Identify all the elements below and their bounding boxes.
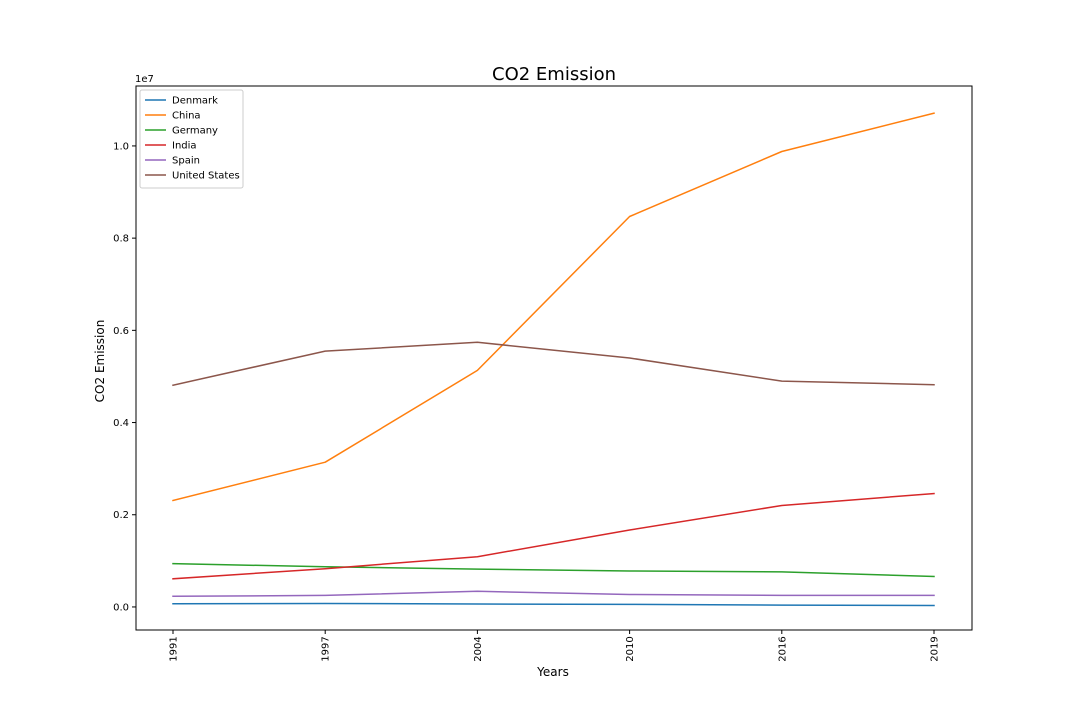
y-tick-label: 0.4 <box>113 418 129 429</box>
series-line-denmark <box>172 602 935 607</box>
legend-label: Denmark <box>172 96 218 107</box>
plot-frame <box>135 85 973 631</box>
legend-label: China <box>172 111 201 122</box>
series-line-germany <box>172 562 935 578</box>
y-tick-label: 0.8 <box>113 234 129 245</box>
x-tick-label: 2016 <box>777 636 788 661</box>
x-tick-label: 1997 <box>321 636 332 661</box>
legend-label: United States <box>172 171 240 182</box>
series-line-spain <box>172 590 935 598</box>
y-tick-label: 0.2 <box>113 510 129 521</box>
y-tick-label: 1.0 <box>113 141 129 152</box>
x-tick-label: 2004 <box>473 636 484 661</box>
legend-label: India <box>172 141 197 152</box>
y-offset-label: 1e7 <box>135 74 154 85</box>
legend-label: Germany <box>172 126 218 137</box>
series-line-china <box>172 112 935 502</box>
legend: Denmark China Germany India Spain United Stat… <box>139 89 244 189</box>
x-tick-label: 1991 <box>169 636 180 661</box>
y-tick-label: 0.0 <box>113 602 129 613</box>
x-tick-label: 2019 <box>930 636 941 661</box>
x-tick-label: 2010 <box>625 636 636 661</box>
y-tick-label: 0.6 <box>113 326 129 337</box>
y-axis-label: CO2 Emission <box>93 320 107 403</box>
x-axis-label: Years <box>536 665 569 679</box>
series-line-india <box>172 492 935 580</box>
series-line-united-states <box>172 341 935 387</box>
plot-area <box>172 112 935 607</box>
legend-label: Spain <box>172 156 200 167</box>
chart-title: CO2 Emission <box>492 64 616 85</box>
